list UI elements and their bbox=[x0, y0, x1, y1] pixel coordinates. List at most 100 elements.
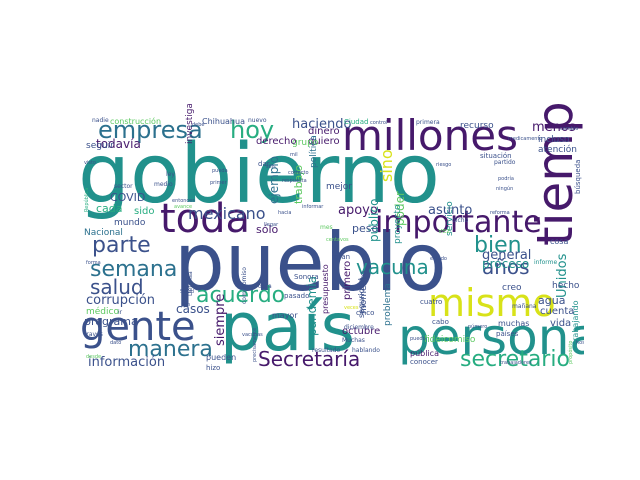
word: precisamente bbox=[252, 328, 258, 362]
word: vez bbox=[438, 227, 450, 235]
word: centavos bbox=[326, 237, 349, 243]
word: primera bbox=[416, 119, 440, 126]
word: agua bbox=[538, 294, 565, 307]
word: hacia bbox=[278, 210, 291, 216]
word: número bbox=[468, 323, 487, 330]
word: pueda bbox=[212, 168, 228, 174]
word: gobierno bbox=[80, 127, 440, 222]
word: resultado bbox=[312, 347, 340, 354]
word: presupuesto bbox=[321, 264, 330, 314]
word: puedo bbox=[410, 336, 426, 342]
word: dinero bbox=[308, 126, 340, 137]
word: casos bbox=[176, 302, 210, 316]
word: riesgo bbox=[436, 162, 451, 168]
word: octubre bbox=[342, 326, 380, 337]
word: mundo bbox=[114, 218, 146, 228]
word: investigación bbox=[184, 104, 195, 144]
word: empresa bbox=[98, 116, 203, 144]
word: servicio bbox=[445, 201, 455, 236]
word: política bbox=[309, 135, 319, 168]
word: partido bbox=[494, 159, 516, 166]
word: acuerdo bbox=[196, 283, 285, 308]
word: todavía bbox=[96, 137, 141, 151]
word: cada bbox=[96, 202, 123, 215]
word: apoyo bbox=[338, 203, 378, 218]
word: COVID bbox=[110, 191, 145, 204]
word: menos bbox=[532, 120, 576, 135]
word: ningún bbox=[496, 185, 513, 192]
word: forma bbox=[86, 260, 101, 266]
word: gran bbox=[334, 253, 350, 261]
word: medio bbox=[154, 181, 173, 188]
word: importante bbox=[375, 205, 542, 240]
word: llegar bbox=[264, 222, 279, 228]
word: cuenta bbox=[540, 306, 574, 317]
word: países bbox=[496, 330, 519, 338]
word: correcto bbox=[288, 170, 309, 176]
word: obra bbox=[258, 283, 272, 290]
word: informe bbox=[534, 259, 557, 266]
word: pandemia bbox=[305, 276, 319, 336]
word: propósito bbox=[567, 341, 574, 364]
word: momento bbox=[359, 270, 369, 314]
word: cosa bbox=[550, 237, 568, 246]
word: corrupción bbox=[86, 293, 155, 308]
word: Secretaría bbox=[258, 347, 360, 370]
word: país bbox=[220, 289, 355, 366]
word: pasado bbox=[284, 292, 309, 300]
word: información bbox=[88, 355, 165, 370]
word: secretario bbox=[460, 347, 570, 370]
word: sector bbox=[114, 183, 133, 190]
word: visto bbox=[84, 160, 96, 166]
word: médico bbox=[86, 306, 119, 317]
word: grupo bbox=[292, 138, 319, 148]
word: Sonora bbox=[294, 273, 319, 281]
word: mil bbox=[290, 152, 298, 158]
word: general bbox=[482, 248, 531, 263]
word: Muchas bbox=[342, 337, 365, 344]
word: vacunas bbox=[242, 332, 263, 338]
word: seguridad bbox=[357, 278, 366, 318]
word: muchas bbox=[498, 319, 529, 328]
word: incluso bbox=[538, 135, 570, 145]
word: ir bbox=[118, 309, 123, 316]
word: construcción bbox=[110, 116, 161, 126]
word: atención bbox=[538, 144, 577, 155]
word: años bbox=[482, 255, 530, 279]
word: compromiso bbox=[241, 267, 248, 304]
word: hoy bbox=[230, 116, 274, 144]
word: salud bbox=[90, 275, 144, 299]
word: hospitales bbox=[576, 340, 584, 346]
word: través bbox=[84, 331, 103, 338]
word: informar bbox=[302, 204, 324, 210]
word: ley bbox=[166, 171, 175, 178]
word: pueden bbox=[206, 353, 236, 362]
word: cinco bbox=[356, 309, 374, 317]
word: cabo bbox=[432, 318, 449, 326]
word: peso bbox=[352, 222, 378, 235]
word: nadie bbox=[92, 117, 109, 124]
word: dar bbox=[258, 160, 270, 168]
word: desde bbox=[86, 354, 101, 360]
word: dato bbox=[110, 340, 121, 346]
word: estado bbox=[430, 256, 447, 262]
word: seguir bbox=[86, 141, 114, 151]
word: mexicano bbox=[188, 204, 266, 223]
word: primero bbox=[342, 261, 353, 300]
word: mañana bbox=[512, 303, 537, 310]
word: cambio bbox=[560, 126, 578, 132]
word: trabajadores bbox=[500, 360, 532, 366]
word: fideicomiso bbox=[424, 335, 476, 345]
word: toda bbox=[160, 196, 250, 242]
word: manera bbox=[128, 337, 213, 362]
word: debe bbox=[192, 122, 205, 128]
word: proyecto bbox=[393, 204, 403, 244]
word: pública bbox=[410, 349, 439, 358]
word: poder bbox=[393, 191, 407, 226]
word: veces bbox=[344, 305, 359, 311]
word: vacuna bbox=[356, 255, 429, 279]
word: hablando bbox=[352, 347, 380, 354]
word: bien bbox=[474, 233, 522, 258]
word: República bbox=[83, 188, 90, 212]
word: mismo bbox=[428, 281, 556, 325]
